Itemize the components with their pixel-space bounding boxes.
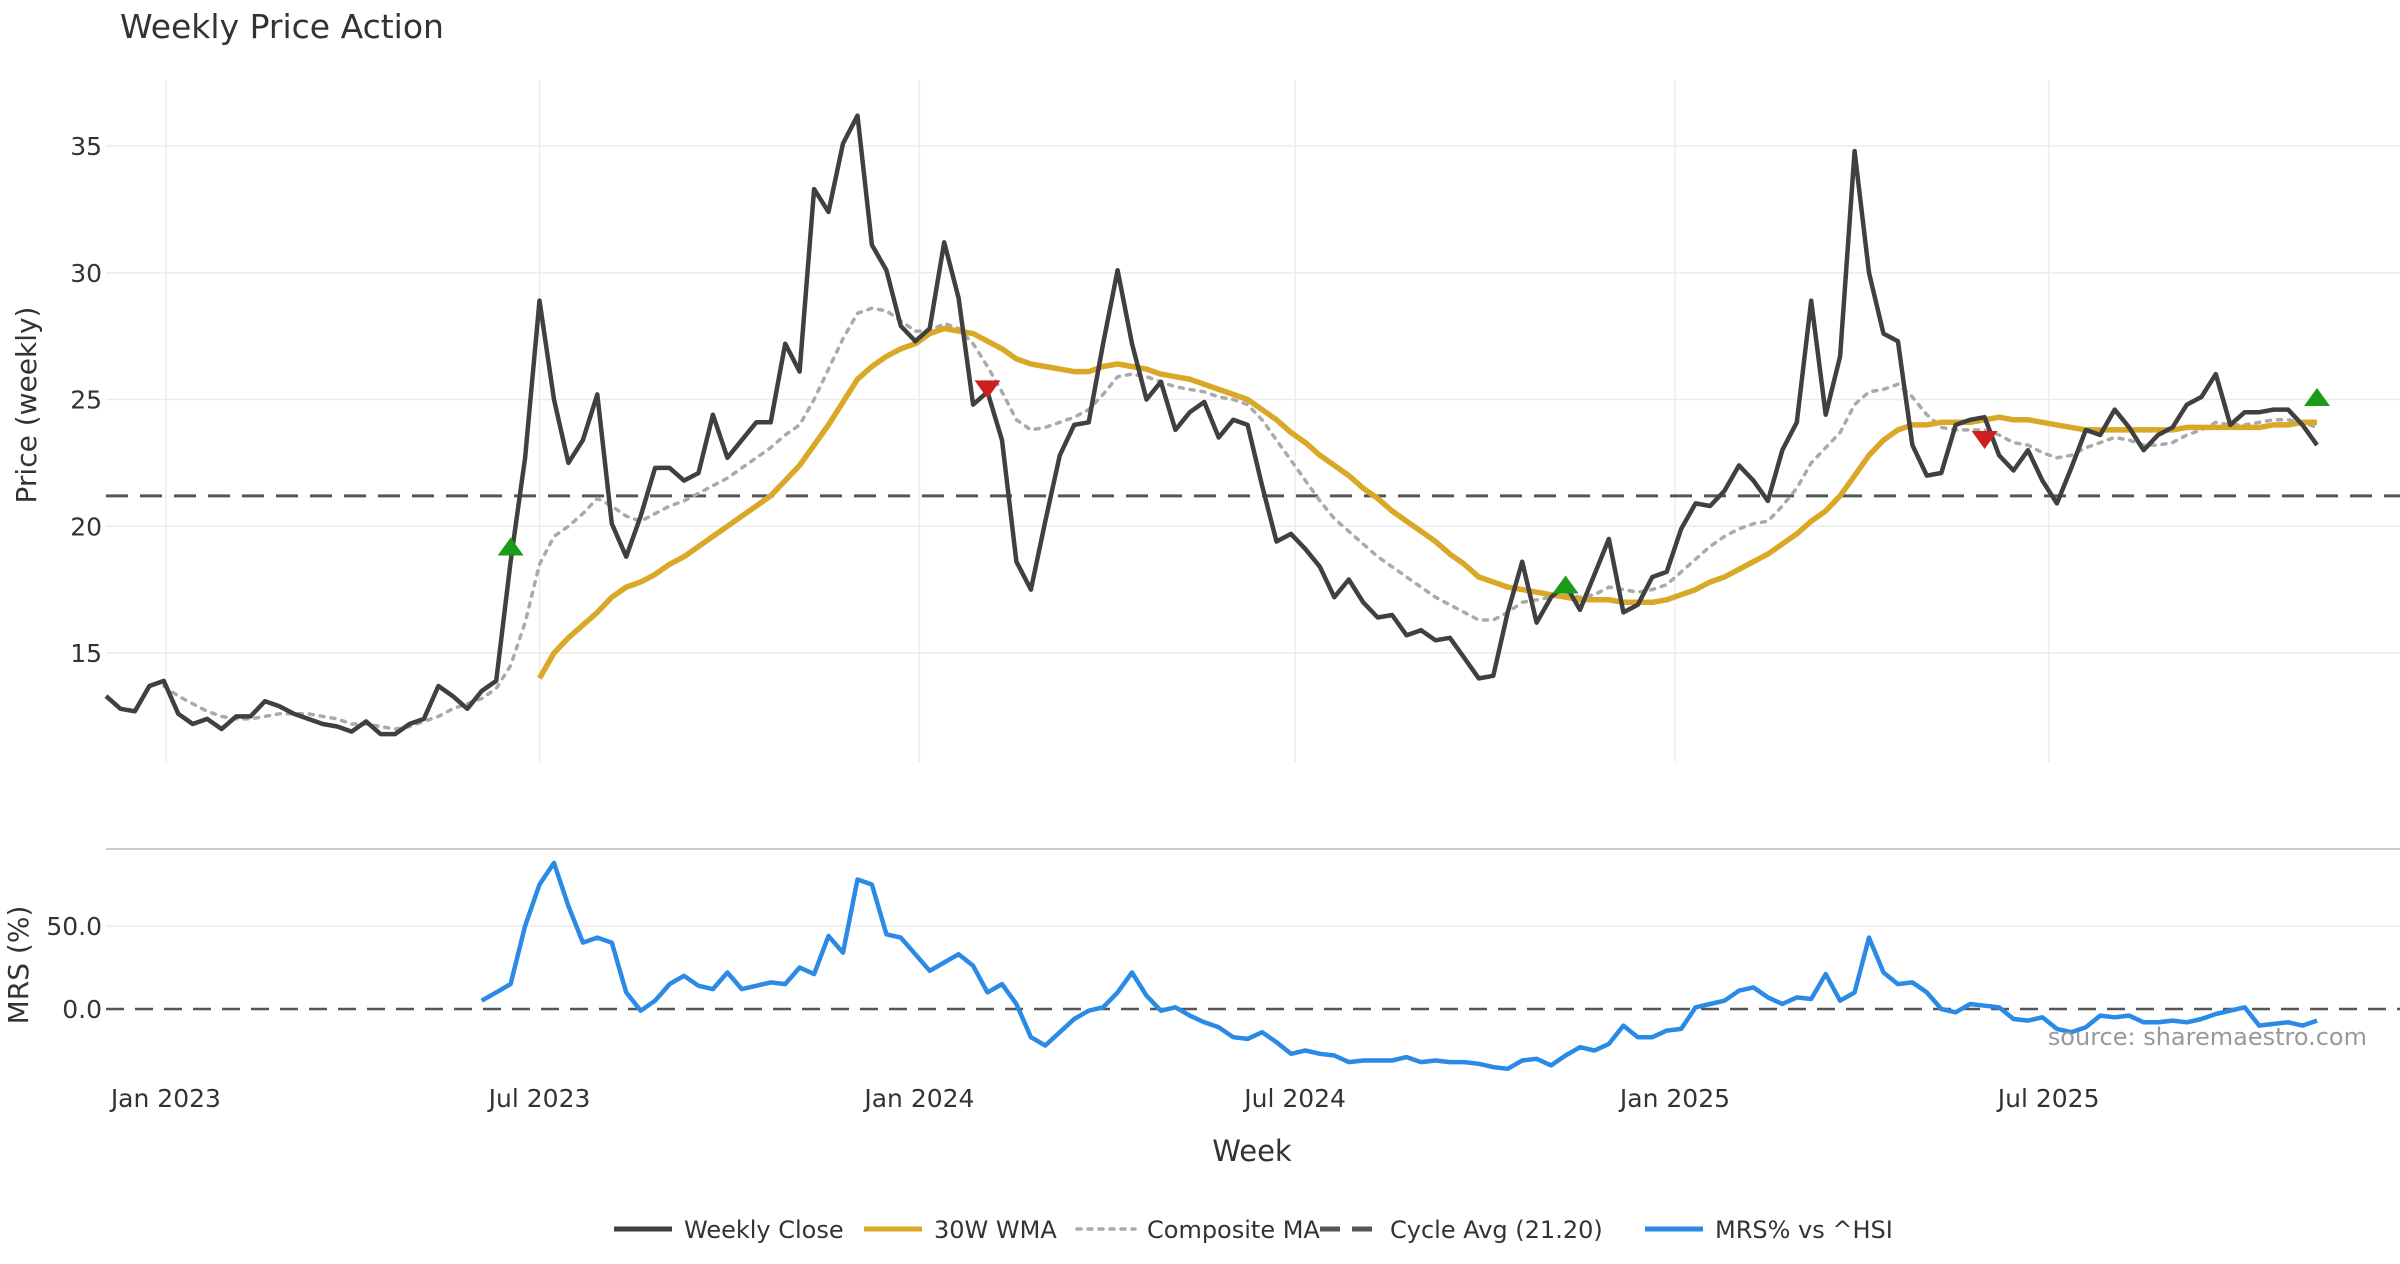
price-y-tick-label: 30 xyxy=(70,259,102,288)
series-composite-ma-line xyxy=(162,306,2319,731)
sell-signal-marker xyxy=(1971,431,1998,450)
buy-signal-marker xyxy=(497,537,524,556)
price-y-tick-label: 35 xyxy=(70,132,102,161)
x-tick-label: Jul 2025 xyxy=(1996,1084,2100,1113)
sell-signal-marker xyxy=(974,380,1001,399)
price-y-tick-label: 15 xyxy=(70,639,102,668)
price-y-tick-label: 25 xyxy=(70,386,102,415)
x-tick-label: Jul 2024 xyxy=(1242,1084,1346,1113)
legend-label-cycle-avg-21-20: Cycle Avg (21.20) xyxy=(1390,1216,1603,1244)
chart-title: Weekly Price Action xyxy=(120,7,444,46)
x-tick-label: Jul 2023 xyxy=(487,1084,591,1113)
legend-label-composite-ma: Composite MA xyxy=(1147,1216,1320,1244)
legend: Weekly Close 30W WMA Composite MA Cycle Avg… xyxy=(614,1216,1893,1244)
series-30w-wma-line xyxy=(537,325,2317,680)
price-y-axis-label: Price (weekly) xyxy=(10,307,43,504)
legend-label-30w-wma: 30W WMA xyxy=(934,1216,1057,1244)
x-tick-label: Jan 2023 xyxy=(109,1084,221,1113)
buy-signal-marker xyxy=(2304,387,2330,406)
series-weekly-close-line xyxy=(104,113,2319,737)
series-mrs-vs-hsi-line xyxy=(480,860,2318,1072)
x-axis-label: Week xyxy=(1212,1134,1292,1168)
x-tick-label: Jan 2024 xyxy=(862,1084,974,1113)
mrs-y-axis-label: MRS (%) xyxy=(2,906,35,1025)
mrs-y-tick-label: 50.0 xyxy=(46,912,102,941)
legend-label-weekly-close: Weekly Close xyxy=(684,1216,844,1244)
mrs-y-tick-label: 0.0 xyxy=(62,995,102,1024)
buy-signal-marker xyxy=(1552,575,1579,594)
legend-label-mrs-vs-hsi: MRS% vs ^HSI xyxy=(1715,1216,1893,1244)
price-y-tick-label: 20 xyxy=(70,512,102,541)
source-note: source: sharemaestro.com xyxy=(2048,1023,2367,1051)
x-tick-label: Jan 2025 xyxy=(1618,1084,1730,1113)
